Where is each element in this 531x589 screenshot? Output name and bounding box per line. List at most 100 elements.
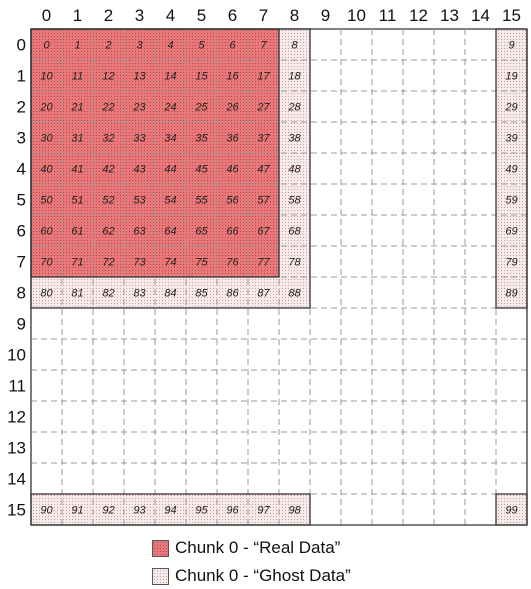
column-header: 11 [379, 6, 397, 25]
ghost-cell-label: 48 [288, 164, 301, 176]
ghost-cell-label: 68 [288, 226, 301, 238]
ghost-cell-label: 8 [291, 40, 298, 52]
ghost-cell-label: 82 [102, 288, 114, 300]
real-cell-label: 0 [43, 40, 50, 52]
real-cell-label: 6 [229, 40, 236, 52]
row-header: 3 [17, 129, 26, 148]
column-header: 2 [104, 6, 113, 25]
real-cell-label: 40 [40, 164, 53, 176]
column-header: 4 [166, 6, 175, 25]
real-cell-label: 50 [40, 195, 53, 207]
row-header: 11 [8, 377, 26, 396]
row-header: 6 [17, 222, 26, 241]
real-cell-label: 1 [74, 40, 80, 52]
ghost-cell-label: 84 [164, 288, 176, 300]
ghost-cell-label: 87 [257, 288, 270, 300]
real-cell-label: 36 [226, 133, 239, 145]
real-cell-label: 77 [257, 257, 270, 269]
ghost-cell-label: 79 [505, 257, 517, 269]
real-cell-label: 25 [194, 102, 208, 114]
column-header: 6 [228, 6, 237, 25]
real-cell-label: 54 [164, 195, 176, 207]
real-cell-label: 12 [102, 71, 114, 83]
row-header: 12 [7, 408, 26, 427]
real-cell-label: 51 [71, 195, 83, 207]
ghost-cell-label: 97 [257, 505, 270, 517]
real-cell-label: 15 [195, 71, 208, 83]
real-cell-label: 43 [133, 164, 146, 176]
row-header: 7 [17, 253, 26, 272]
real-cell-label: 21 [70, 102, 83, 114]
row-header: 1 [17, 67, 26, 86]
legend-ghost-label: Chunk 0 - “Ghost Data” [175, 566, 351, 586]
row-header: 9 [17, 315, 26, 334]
ghost-cell-label: 92 [102, 505, 114, 517]
real-cell-label: 47 [257, 164, 270, 176]
column-header: 13 [440, 6, 459, 25]
ghost-cell-label: 38 [288, 133, 301, 145]
column-header: 14 [471, 6, 490, 25]
real-cell-label: 66 [226, 226, 239, 238]
real-cell-label: 44 [164, 164, 176, 176]
legend-real-data: Chunk 0 - “Real Data” [152, 538, 340, 558]
ghost-cell-label: 94 [164, 505, 176, 517]
row-header: 5 [17, 191, 26, 210]
real-cell-label: 46 [226, 164, 239, 176]
legend-real-label: Chunk 0 - “Real Data” [175, 538, 340, 558]
real-cell-label: 73 [133, 257, 146, 269]
ghost-cell-label: 89 [505, 288, 517, 300]
real-cell-label: 24 [163, 102, 176, 114]
real-cell-label: 67 [257, 226, 270, 238]
real-cell-label: 5 [198, 40, 205, 52]
real-cell-label: 53 [133, 195, 146, 207]
row-header: 8 [17, 284, 26, 303]
ghost-cell-label: 85 [195, 288, 208, 300]
ghost-cell-label: 96 [226, 505, 239, 517]
ghost-cell-label: 93 [133, 505, 146, 517]
real-cell-label: 37 [257, 133, 270, 145]
row-header: 13 [7, 439, 26, 458]
real-cell-label: 16 [226, 71, 239, 83]
real-cell-label: 32 [102, 133, 114, 145]
real-cell-label: 70 [40, 257, 53, 269]
real-cell-label: 27 [256, 102, 270, 114]
ghost-cell-label: 99 [505, 505, 517, 517]
ghost-cell-label: 88 [288, 288, 301, 300]
row-header: 2 [17, 98, 26, 117]
real-cell-label: 55 [195, 195, 208, 207]
real-cell-label: 61 [71, 226, 83, 238]
column-header: 1 [73, 6, 82, 25]
ghost-cell-label: 78 [288, 257, 301, 269]
ghost-cell-label: 90 [40, 505, 53, 517]
column-header: 10 [347, 6, 366, 25]
real-cell-label: 34 [164, 133, 176, 145]
real-cell-label: 60 [40, 226, 53, 238]
row-header: 15 [7, 501, 26, 520]
real-cell-label: 11 [72, 71, 83, 83]
real-cell-label: 56 [226, 195, 239, 207]
ghost-cell-label: 39 [505, 133, 517, 145]
real-cell-label: 22 [101, 102, 114, 114]
ghost-cell-label: 9 [508, 40, 514, 52]
row-header: 0 [17, 36, 26, 55]
real-cell-label: 30 [40, 133, 53, 145]
real-cell-label: 33 [133, 133, 146, 145]
real-cell-label: 2 [104, 40, 111, 52]
real-cell-label: 52 [102, 195, 114, 207]
column-header: 9 [321, 6, 330, 25]
ghost-cell-label: 86 [226, 288, 239, 300]
real-cell-label: 64 [164, 226, 176, 238]
column-header: 8 [290, 6, 299, 25]
real-cell-label: 7 [260, 40, 267, 52]
ghost-cell-label: 80 [40, 288, 53, 300]
column-header: 12 [409, 6, 428, 25]
real-cell-label: 41 [71, 164, 83, 176]
real-cell-label: 14 [164, 71, 176, 83]
row-header: 10 [7, 346, 26, 365]
column-header: 5 [197, 6, 206, 25]
column-header: 15 [502, 6, 521, 25]
real-cell-label: 65 [195, 226, 208, 238]
ghost-cell-label: 28 [287, 102, 301, 114]
row-headers: 0123456789101112131415 [7, 36, 26, 520]
